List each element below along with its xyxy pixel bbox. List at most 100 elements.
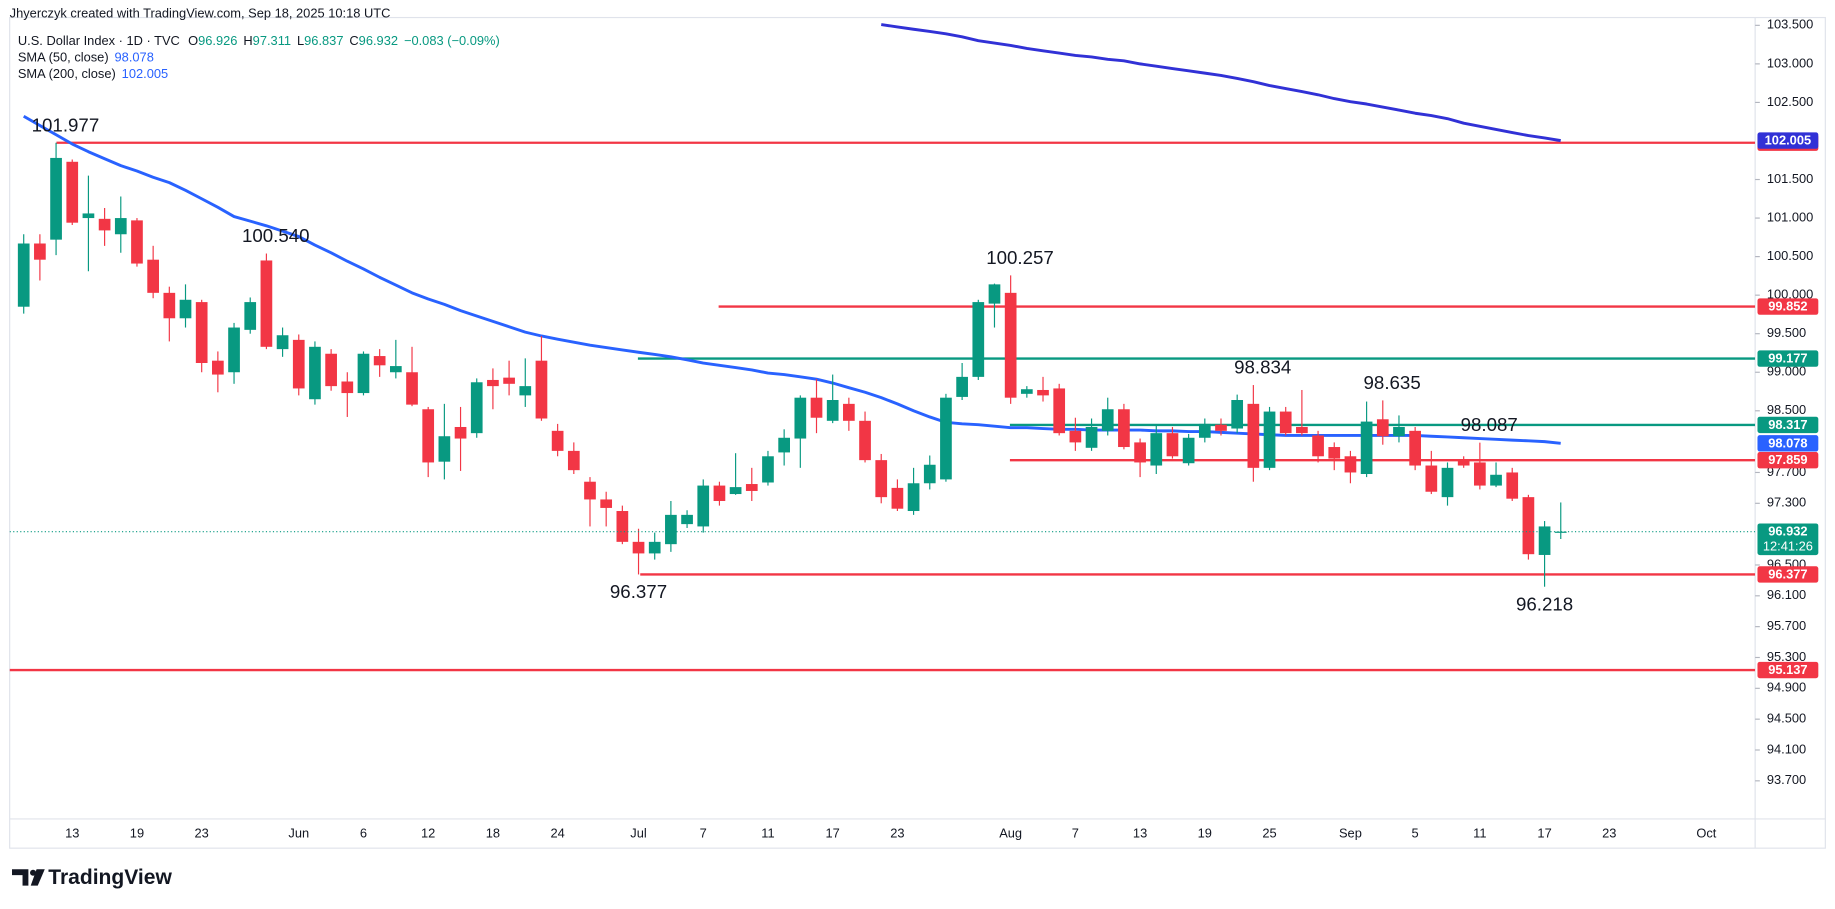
x-tick-label: 7 <box>1072 826 1079 841</box>
candle-body <box>1231 400 1244 429</box>
y-tick-label: 96.100 <box>1767 587 1806 602</box>
candle-body <box>1409 430 1421 466</box>
high-label: 98.087 <box>1461 414 1518 435</box>
candle-body <box>487 379 499 387</box>
y-tick-label: 95.700 <box>1767 618 1806 633</box>
legend-name: SMA (50, close) <box>18 50 109 65</box>
legend-name: SMA (200, close) <box>18 66 116 81</box>
x-tick-label: Sep <box>1339 826 1362 841</box>
candle-body <box>422 409 435 463</box>
x-tick-label: Jul <box>630 826 646 841</box>
candle-body <box>1393 426 1405 437</box>
candle-body <box>988 284 1001 304</box>
candle-body <box>470 382 483 434</box>
attribution: Jhyerczyk created with TradingView.com, … <box>10 5 391 20</box>
legend-sma-200: SMA (200, close) 102.005 <box>18 66 168 81</box>
candle-body <box>972 302 985 377</box>
y-tick-label: 99.000 <box>1767 364 1806 379</box>
candle-body <box>147 259 159 293</box>
high-label: 98.834 <box>1234 357 1291 378</box>
candle-body <box>503 377 515 384</box>
candle-body <box>1554 531 1567 533</box>
ohlc-open: 96.926 <box>198 34 237 49</box>
candle-body <box>1037 389 1049 396</box>
candle-body <box>794 397 807 439</box>
level-tag: 99.852 <box>1768 299 1807 314</box>
x-tick-label: 19 <box>130 826 144 841</box>
candle-body <box>1134 442 1146 463</box>
candle-body <box>923 464 936 484</box>
candle-body <box>114 218 127 235</box>
high-label: 98.635 <box>1364 372 1421 393</box>
candle-body <box>762 456 774 483</box>
candle-body <box>1215 424 1227 431</box>
candle-body <box>1328 447 1341 459</box>
candle-body <box>1522 497 1535 555</box>
candle-body <box>438 436 451 462</box>
level-tag-bg <box>1757 452 1819 469</box>
legend-value: 102.005 <box>122 66 168 81</box>
candle-body <box>632 541 645 554</box>
level-tag-bg <box>1757 350 1819 367</box>
y-tick-label: 94.900 <box>1767 680 1806 695</box>
high-label: 100.540 <box>242 225 310 246</box>
candle-body <box>519 386 532 396</box>
x-tick-label: 23 <box>195 826 209 841</box>
y-tick-label: 100.000 <box>1767 287 1813 302</box>
candle-body <box>843 403 855 421</box>
candle-body <box>1457 460 1470 466</box>
ohlc-prefix: O <box>188 34 198 49</box>
candle-body <box>713 485 726 501</box>
chart-frame <box>9 16 1826 849</box>
candle-body <box>567 450 580 471</box>
candle-body <box>810 397 823 418</box>
candle-body <box>98 218 111 231</box>
candle-body <box>357 353 370 394</box>
candle-body <box>891 487 904 509</box>
level-tag: 97.859 <box>1768 452 1807 467</box>
candle-body <box>826 400 839 421</box>
candle-body <box>1506 472 1519 499</box>
candle-body <box>551 430 564 451</box>
candle-body <box>1279 411 1292 434</box>
x-tick-label: 12 <box>421 826 435 841</box>
candle-body <box>745 484 758 491</box>
y-tick-label: 94.500 <box>1767 711 1806 726</box>
ohlc-low: 96.837 <box>304 34 343 49</box>
logo-mark <box>30 869 37 876</box>
y-tick-label: 93.700 <box>1767 772 1806 787</box>
candle-body <box>163 292 176 319</box>
y-tick-label: 101.000 <box>1767 209 1813 224</box>
level-tag: 98.317 <box>1768 417 1807 432</box>
x-tick-label: 11 <box>761 826 774 841</box>
candle-body <box>276 335 289 350</box>
candle-body <box>875 460 888 498</box>
candle-body <box>1312 435 1324 457</box>
x-tick-label: 18 <box>486 826 500 841</box>
x-tick-label: 17 <box>826 826 840 841</box>
candle-body <box>389 366 402 373</box>
candle-body <box>454 426 467 439</box>
logo-mark <box>12 869 29 886</box>
candle-body <box>1101 409 1114 431</box>
level-tag: 99.177 <box>1768 351 1807 366</box>
candle-body <box>66 161 79 223</box>
level-tag-bg <box>1757 416 1819 434</box>
x-tick-label: 25 <box>1262 826 1276 841</box>
candle-body <box>1166 433 1179 457</box>
candle-body <box>195 302 208 363</box>
candle-body <box>406 372 418 405</box>
low-label: 96.377 <box>610 581 667 602</box>
current-price-tag: 96.932 <box>1768 524 1807 539</box>
candle-body <box>778 437 790 453</box>
candle-body <box>535 360 548 419</box>
sma-tag: 98.078 <box>1768 435 1807 450</box>
ohlc-prefix: L <box>297 34 304 49</box>
candle-body <box>1490 474 1502 486</box>
legend-ohlc: U.S. Dollar Index · 1D · TVC O96.926 H97… <box>18 34 500 49</box>
logo-mark <box>30 869 45 886</box>
sma-line <box>881 23 1561 143</box>
x-tick-label: 23 <box>1602 826 1616 841</box>
x-tick-label: Aug <box>999 826 1022 841</box>
